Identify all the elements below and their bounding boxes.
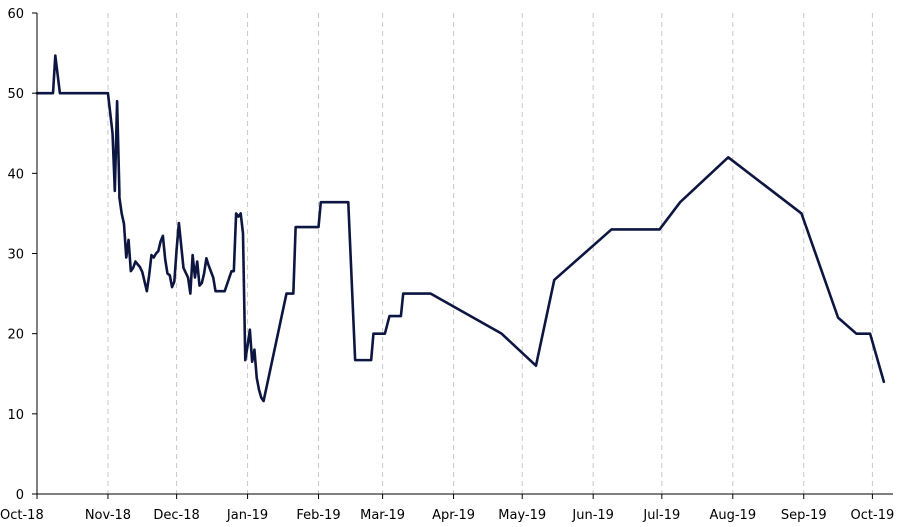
x-tick-label: Feb-19 [296, 508, 340, 523]
x-tick-label: Oct-19 [851, 508, 895, 523]
y-tick-label: 20 [7, 328, 24, 343]
x-axis-ticks: Oct-18 Nov-18 Dec-18 Jan-19 Feb-19 Mar-19 Apr-… [0, 494, 894, 523]
y-tick-label: 60 [7, 7, 24, 22]
x-tick-label: Mar-19 [360, 508, 405, 523]
series-line [35, 54, 886, 403]
y-axis-ticks: 0 10 20 30 40 50 60 [7, 7, 37, 503]
y-tick-label: 10 [7, 408, 24, 423]
y-tick-label: 50 [7, 87, 24, 102]
x-tick-label: Apr-19 [432, 508, 475, 523]
y-tick-label: 40 [7, 167, 24, 182]
x-tick-label: Aug-19 [709, 508, 756, 523]
x-tick-label: Oct-18 [0, 508, 44, 523]
x-tick-label: Nov-18 [85, 508, 131, 523]
x-gridlines [107, 13, 873, 494]
x-tick-label: May-19 [498, 508, 546, 523]
x-tick-label: Jan-19 [226, 508, 268, 523]
x-tick-label: Sep-19 [781, 508, 827, 523]
x-tick-label: Jul-19 [642, 508, 680, 523]
y-tick-label: 0 [16, 488, 24, 503]
x-tick-label: Dec-18 [153, 508, 199, 523]
y-tick-label: 30 [7, 248, 24, 263]
x-tick-label: Jun-19 [571, 508, 614, 523]
